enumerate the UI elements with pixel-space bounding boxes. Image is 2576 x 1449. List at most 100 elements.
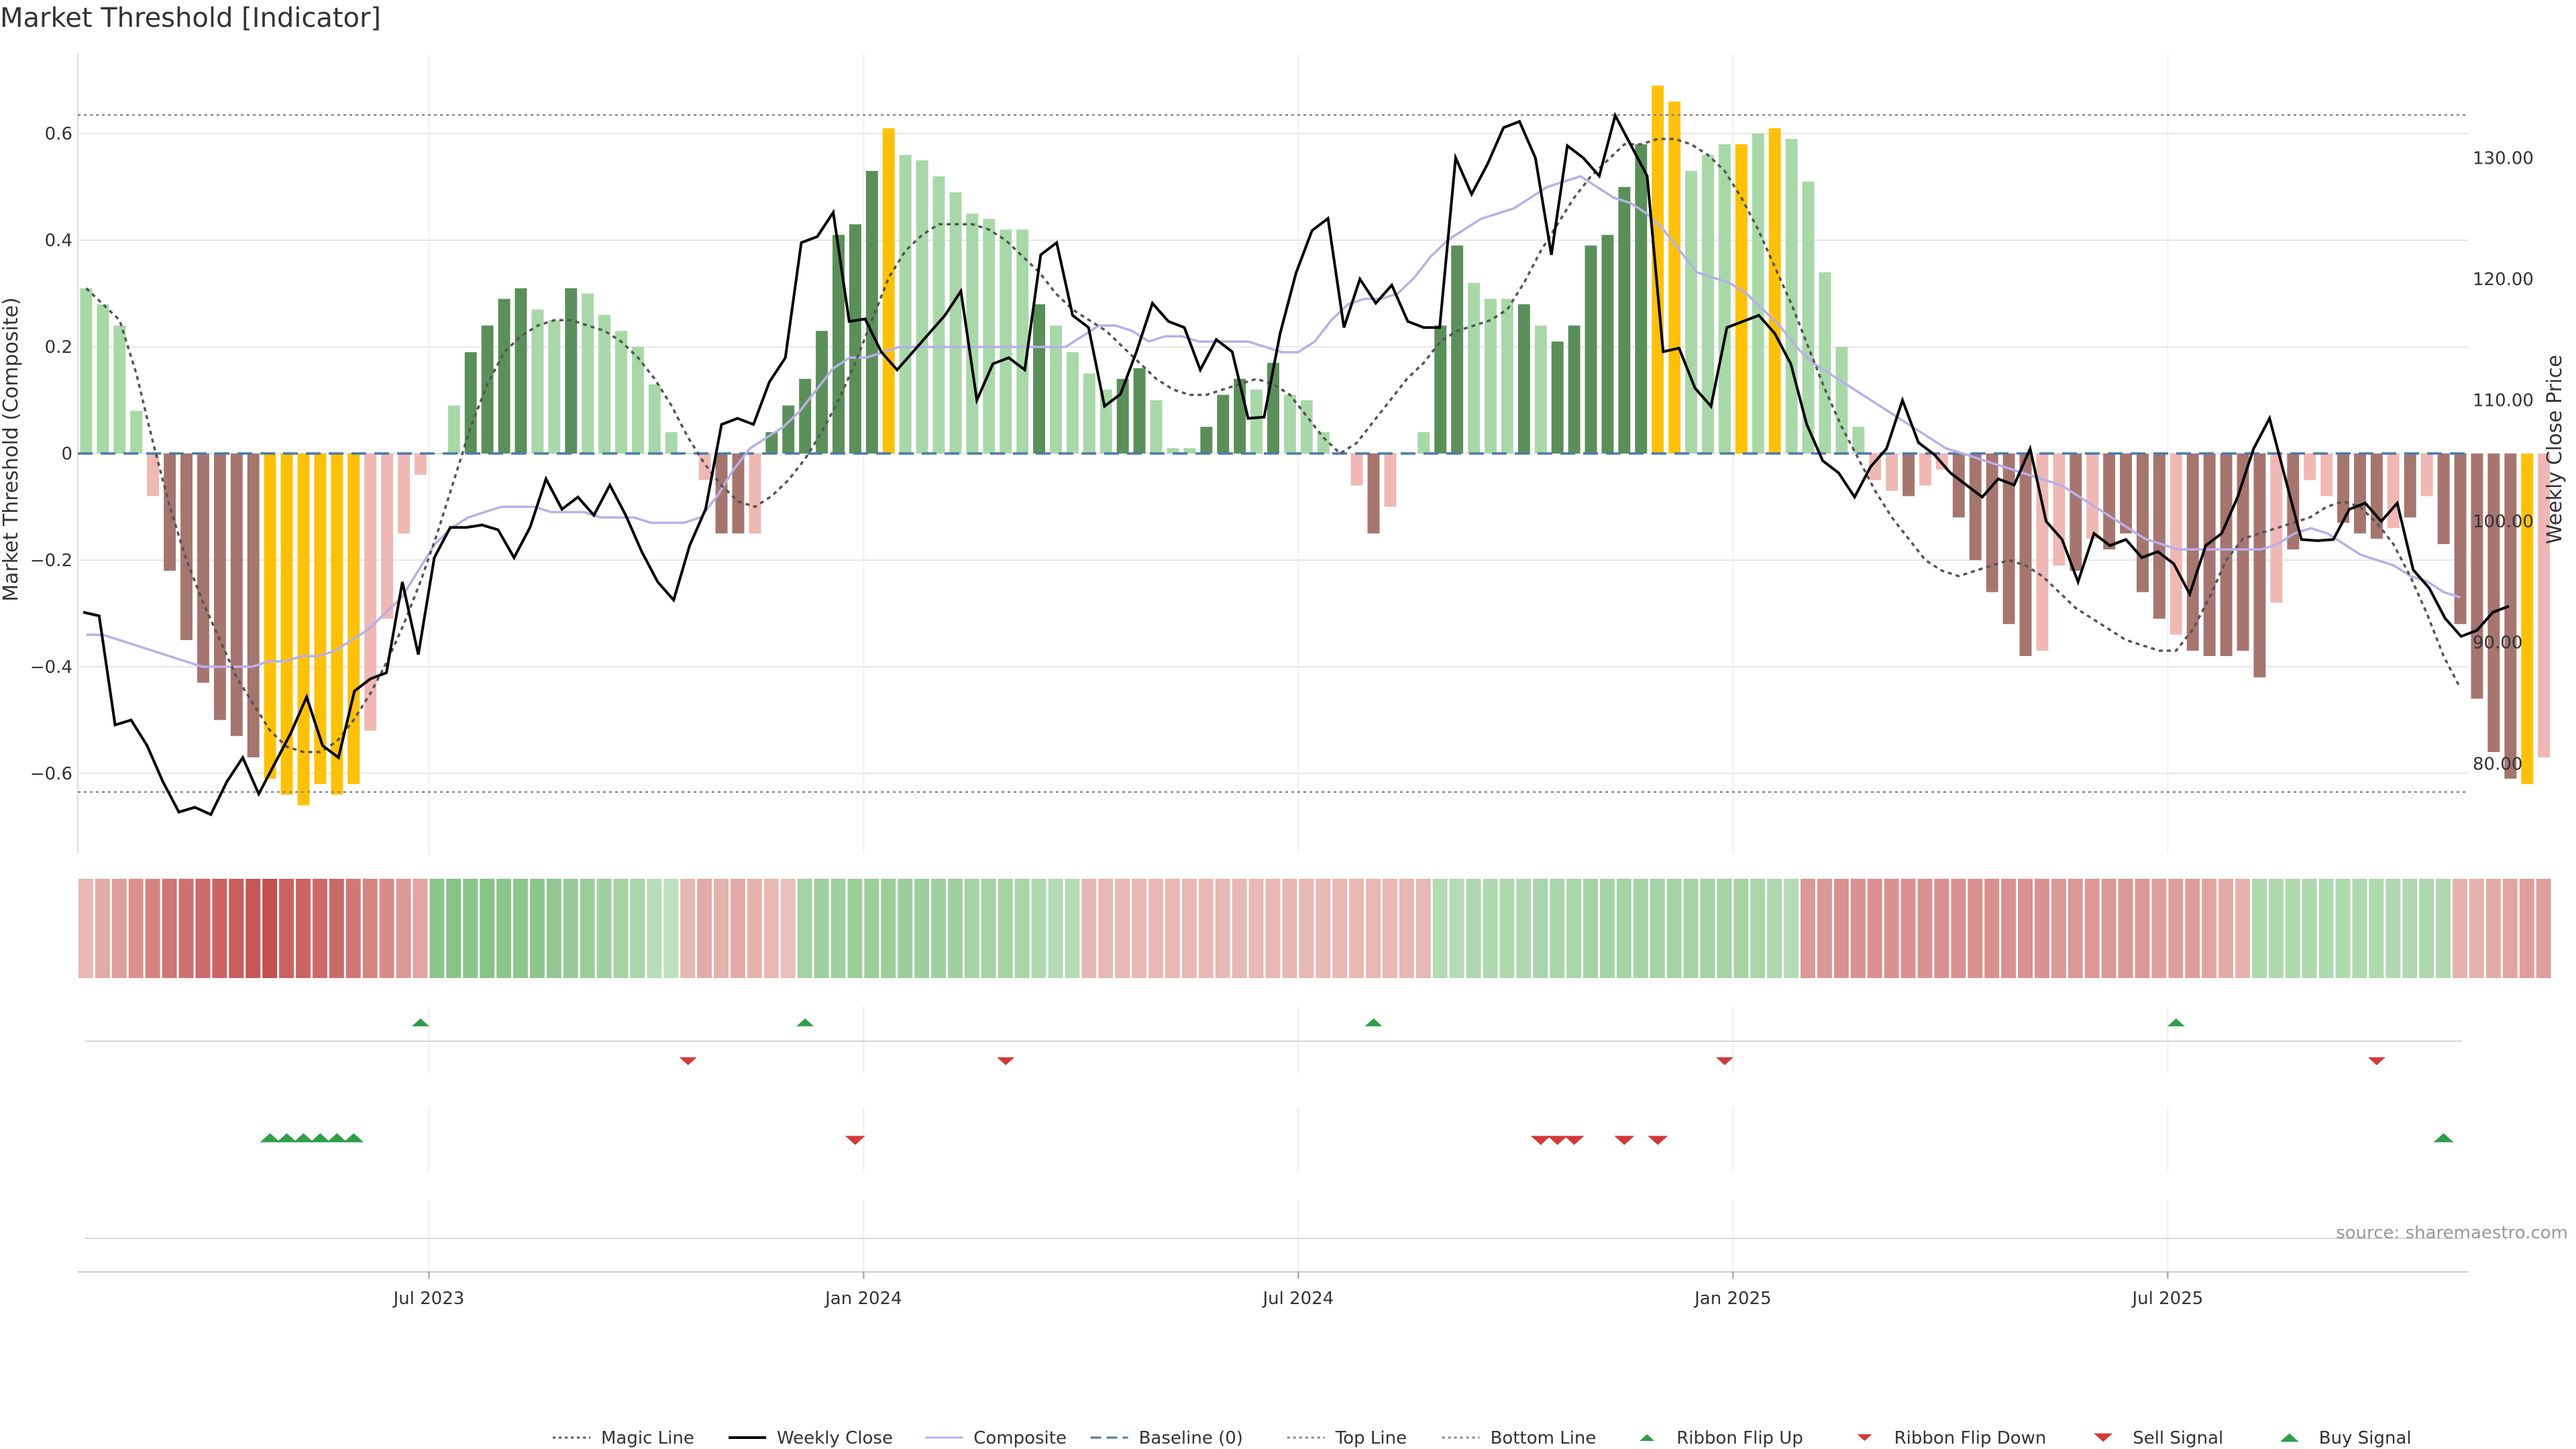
ribbon-cell — [563, 879, 578, 978]
ribbon-cell — [1248, 879, 1264, 978]
legend-item: Sell Signal — [2094, 1428, 2223, 1448]
ribbon-cell — [1366, 879, 1381, 978]
x-axis-ticks: Jul 2023 Jan 2024 Jul 2024 Jan 2025 Jul 2025 — [392, 1272, 2203, 1309]
composite-bar — [2320, 453, 2333, 496]
composite-bar — [1000, 229, 1012, 453]
ribbon-cell — [1449, 879, 1464, 978]
sell-signal-marker — [845, 1136, 865, 1145]
ribbon-cell — [1717, 879, 1732, 978]
composite-bar — [498, 299, 511, 453]
composite-bar — [1217, 394, 1230, 453]
legend-item: Magic Line — [553, 1428, 694, 1448]
composite-bar — [1417, 432, 1430, 453]
ribbon-cell — [2252, 879, 2267, 978]
ribbon-cell — [2385, 879, 2401, 978]
composite-bar — [1501, 299, 1513, 453]
composite-bar — [2487, 453, 2500, 753]
ribbon-cell — [1148, 879, 1163, 978]
sell-signal-marker — [1614, 1136, 1635, 1145]
left-tick-label: 0.6 — [45, 124, 72, 144]
legend-label: Buy Signal — [2319, 1428, 2412, 1448]
ribbon-cell — [931, 879, 946, 978]
left-tick-label: −0.2 — [30, 551, 72, 571]
legend-item: Composite — [925, 1428, 1067, 1448]
composite-bar — [1785, 139, 1798, 453]
ribbon-cell — [1934, 879, 1949, 978]
right-tick-label: 80.00 — [2473, 754, 2522, 774]
right-tick-label: 100.00 — [2473, 512, 2534, 532]
composite-bar — [2070, 453, 2082, 571]
ribbon-cell — [1165, 879, 1180, 978]
composite-bar — [2471, 453, 2483, 699]
composite-bar — [2304, 453, 2316, 480]
ribbon-cell — [2035, 879, 2049, 978]
composite-bar — [1652, 85, 1664, 454]
composite-bar — [80, 288, 93, 453]
composite-bar — [147, 453, 160, 496]
ribbon-cell — [1415, 879, 1431, 978]
composite-bar — [2086, 453, 2099, 539]
ribbon-cell — [1215, 879, 1230, 978]
composite-bar — [1718, 144, 1731, 454]
sell-signal-marker — [1547, 1136, 1568, 1145]
ribbon-cell — [2051, 879, 2066, 978]
left-tick-label: 0.2 — [45, 337, 72, 358]
composite-bar — [1317, 432, 1330, 453]
chart-title: Market Threshold [Indicator] — [0, 3, 381, 34]
composite-bar — [732, 453, 745, 534]
ribbon-cell — [1666, 879, 1682, 978]
ribbon-cell — [1014, 879, 1030, 978]
ribbon-cell — [1316, 879, 1331, 978]
composite-bar — [447, 405, 460, 453]
composite-bar — [665, 432, 678, 453]
composite-bar — [97, 304, 109, 453]
ribbon-cell — [2335, 879, 2351, 978]
ribbon-cell — [95, 879, 110, 978]
legend-label: Bottom Line — [1491, 1428, 1597, 1448]
composite-bar — [2002, 453, 2015, 625]
ribbon-cell — [2436, 879, 2451, 978]
ribbon-cell — [1801, 879, 1815, 978]
ribbon-cell — [262, 879, 278, 978]
legend-item: Ribbon Flip Up — [1640, 1428, 1803, 1448]
ribbon-cell — [446, 879, 462, 978]
ribbon-cell — [1583, 879, 1598, 978]
ribbon-cell — [2369, 879, 2384, 978]
legend-label: Ribbon Flip Up — [1676, 1428, 1803, 1448]
composite-bar — [431, 453, 443, 454]
composite-bar — [2337, 453, 2350, 523]
signal-panel — [260, 1107, 2454, 1171]
legend-label: Weekly Close — [777, 1428, 893, 1448]
composite-bar — [2103, 453, 2116, 550]
composite-bar — [1517, 304, 1530, 453]
legend-label: Top Line — [1335, 1428, 1407, 1448]
ribbon-cell — [329, 879, 344, 978]
ribbon-cell — [2453, 879, 2467, 978]
composite-bar — [1668, 101, 1681, 453]
ribbon-cell — [1784, 879, 1799, 978]
ribbon-cell — [763, 879, 779, 978]
ribbon-cell — [2218, 879, 2234, 978]
composite-bar — [698, 453, 711, 480]
ribbon-cell — [1633, 879, 1648, 978]
composite-bar — [2538, 453, 2551, 757]
ribbon-cell — [396, 879, 411, 978]
composite-bar — [1234, 378, 1246, 453]
x-tick-label: Jan 2024 — [824, 1289, 902, 1309]
composite-bar — [2203, 453, 2216, 656]
ribbon-cell — [780, 879, 796, 978]
composite-bar — [1283, 394, 1296, 453]
composite-bar — [1468, 282, 1481, 453]
ribbon-cell — [1115, 879, 1130, 978]
composite-bar — [2220, 453, 2233, 656]
legend-item: Ribbon Flip Down — [1857, 1428, 2046, 1448]
ribbon-cell — [463, 879, 478, 978]
ribbon-cell — [2135, 879, 2150, 978]
composite-bar — [280, 453, 293, 795]
composite-bar — [2521, 453, 2534, 784]
ribbon-flip-down-marker — [1715, 1057, 1733, 1065]
ribbon-cell — [111, 879, 127, 978]
ribbon-cell — [2519, 879, 2534, 978]
ribbon-cell — [714, 879, 729, 978]
ribbon-cell — [296, 879, 311, 978]
